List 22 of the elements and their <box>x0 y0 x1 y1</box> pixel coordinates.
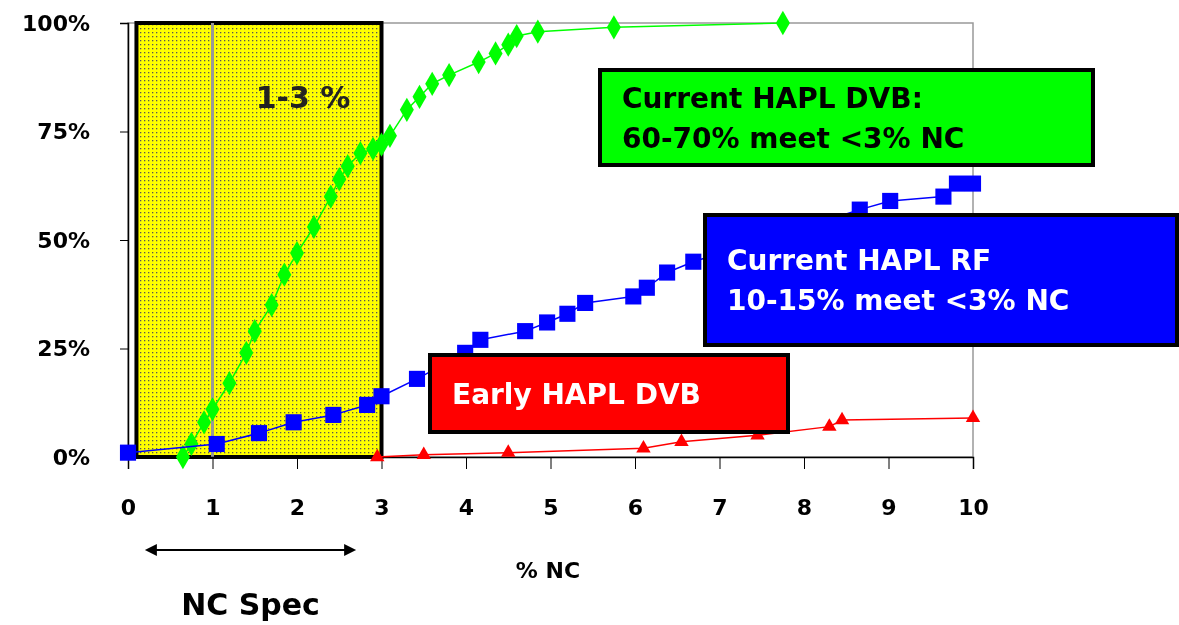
x-tick-label: 4 <box>458 494 475 520</box>
x-tick-label: 5 <box>543 494 559 520</box>
x-axis-title: % NC <box>515 558 581 583</box>
series-label: Current HAPL DVB: 60-70% meet <3% NC <box>622 81 965 155</box>
y-tick-label: 50% <box>37 227 90 253</box>
x-tick-label: 10 <box>958 494 989 520</box>
x-tick-label: 8 <box>796 494 813 520</box>
y-tick-label: 25% <box>37 336 90 362</box>
series-label: Early HAPL DVB <box>452 377 701 411</box>
x-tick-label: 7 <box>712 494 728 520</box>
y-tick-label: 75% <box>37 119 90 145</box>
x-tick-label: 2 <box>289 494 306 520</box>
x-tick-label: 6 <box>627 494 644 520</box>
band-label: 1-3 % <box>255 80 351 115</box>
x-tick-label: 9 <box>881 494 897 520</box>
series-label: Current HAPL RF 10-15% meet <3% NC <box>727 244 1070 317</box>
x-tick-label: 0 <box>120 494 137 520</box>
y-tick-label: 100% <box>22 10 90 36</box>
x-tick-label: 3 <box>374 494 390 520</box>
y-tick-label: 0% <box>52 444 90 470</box>
text: NC Spec <box>181 587 320 622</box>
x-tick-label: 1 <box>205 494 221 520</box>
